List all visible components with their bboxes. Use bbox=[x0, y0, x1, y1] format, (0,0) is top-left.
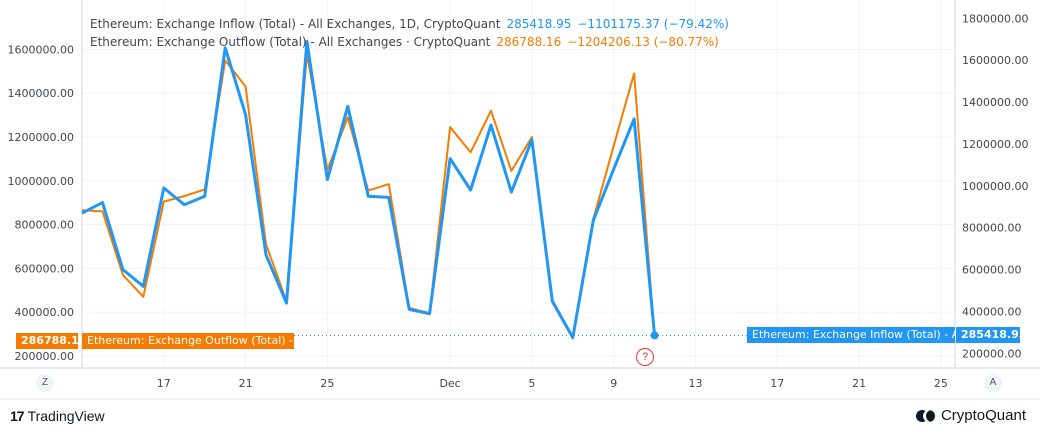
legend-outflow-value: 286788.16 bbox=[496, 35, 562, 49]
right-axis-tick-label: 1600000.00 bbox=[962, 54, 1028, 67]
inflow-last-point bbox=[650, 331, 659, 340]
outflow-series-label: Ethereum: Exchange Outflow (Total) - ... bbox=[82, 333, 307, 349]
legend-inflow-name: Ethereum: Exchange Inflow (Total) - All … bbox=[90, 17, 501, 31]
x-axis-tick-label: 5 bbox=[528, 377, 535, 390]
inflow-series-line bbox=[81, 39, 657, 340]
x-axis-tick-label: 17 bbox=[770, 377, 784, 390]
right-axis-tick-label: 600000.00 bbox=[962, 264, 1022, 277]
legend-outflow-change: −1204206.13 (−80.77%) bbox=[567, 35, 719, 49]
chart-legend: Ethereum: Exchange Inflow (Total) - All … bbox=[90, 15, 729, 51]
x-axis-tick-label: 21 bbox=[239, 377, 253, 390]
right-axis-tick-label: 1000000.00 bbox=[962, 180, 1028, 193]
tradingview-label: TradingView bbox=[27, 408, 105, 424]
left-axis-tick-label: 600000.00 bbox=[15, 262, 75, 275]
legend-outflow[interactable]: Ethereum: Exchange Outflow (Total) - All… bbox=[90, 33, 729, 51]
inflow-series-label: Ethereum: Exchange Inflow (Total) - A... bbox=[747, 327, 970, 343]
inflow-price-badge: 285418.95 bbox=[956, 327, 1026, 343]
legend-outflow-name: Ethereum: Exchange Outflow (Total) - All… bbox=[90, 35, 491, 49]
x-axis-tick-label: 9 bbox=[610, 377, 617, 390]
left-axis-tick-label: 1200000.00 bbox=[8, 131, 74, 144]
footer-bar: 17 TradingView CryptoQuant bbox=[0, 400, 1040, 434]
x-axis-tick-label: 13 bbox=[689, 377, 703, 390]
left-axis-tick-label: 400000.00 bbox=[15, 306, 75, 319]
legend-inflow[interactable]: Ethereum: Exchange Inflow (Total) - All … bbox=[90, 15, 729, 33]
right-axis-tick-label: 800000.00 bbox=[962, 222, 1022, 235]
cryptoquant-mark-icon bbox=[915, 409, 936, 423]
x-axis-tick-label: 17 bbox=[157, 377, 171, 390]
left-scale-auto-button[interactable]: Z bbox=[36, 374, 54, 392]
chart-ticks: 200000.00 400000.00 600000.00 800000.00 1000… bbox=[8, 12, 1029, 390]
tradingview-logo[interactable]: 17 TradingView bbox=[10, 408, 105, 424]
x-axis-tick-label: 25 bbox=[320, 377, 334, 390]
left-axis-tick-label: 200000.00 bbox=[15, 350, 75, 363]
chart-axes bbox=[0, 0, 1040, 400]
right-axis-tick-label: 1200000.00 bbox=[962, 138, 1028, 151]
left-axis-tick-label: 1600000.00 bbox=[8, 43, 74, 56]
cryptoquant-label: CryptoQuant bbox=[940, 407, 1026, 424]
right-axis-tick-label: 200000.00 bbox=[962, 347, 1022, 360]
x-axis-tick-label: Dec bbox=[439, 377, 460, 390]
chart-grid bbox=[82, 0, 955, 368]
outflow-price-badge: 286788.16 bbox=[16, 333, 86, 349]
left-axis-tick-label: 800000.00 bbox=[15, 219, 75, 232]
x-axis-tick-label: 25 bbox=[934, 377, 948, 390]
chart-series bbox=[81, 39, 955, 340]
tradingview-mark-icon: 17 bbox=[10, 408, 25, 424]
right-scale-auto-button[interactable]: A bbox=[984, 374, 1002, 392]
cryptoquant-logo[interactable]: CryptoQuant bbox=[915, 407, 1026, 424]
left-axis-tick-label: 1400000.00 bbox=[8, 87, 74, 100]
right-axis-tick-label: 1800000.00 bbox=[962, 12, 1028, 25]
missing-data-icon[interactable]: ? bbox=[636, 348, 654, 366]
right-axis-tick-label: 1400000.00 bbox=[962, 96, 1028, 109]
legend-inflow-change: −1101175.37 (−79.42%) bbox=[577, 17, 729, 31]
right-axis-tick-label: 400000.00 bbox=[962, 305, 1022, 318]
left-axis-tick-label: 1000000.00 bbox=[8, 175, 74, 188]
x-axis-tick-label: 21 bbox=[852, 377, 866, 390]
legend-inflow-value: 285418.95 bbox=[506, 17, 572, 31]
